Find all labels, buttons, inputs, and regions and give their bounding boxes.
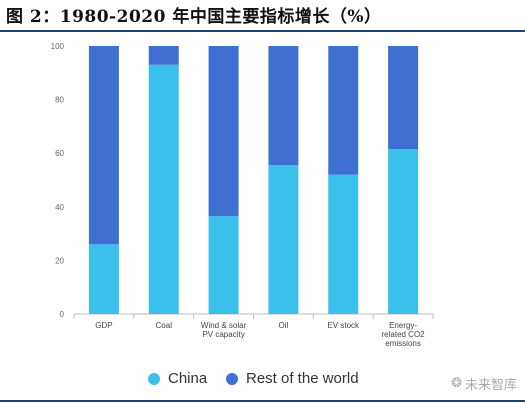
wechat-icon: ❂ bbox=[451, 376, 462, 391]
footer-divider bbox=[0, 400, 525, 402]
bar-rest-of-world bbox=[328, 46, 359, 175]
bar-china bbox=[328, 174, 359, 314]
bar-china bbox=[88, 244, 119, 314]
bar-rest-of-world bbox=[148, 46, 179, 65]
header: 图 2：1980-2020 年中国主要指标增长（%） bbox=[0, 0, 525, 30]
y-tick-label: 20 bbox=[55, 256, 64, 265]
title-divider bbox=[0, 30, 525, 32]
y-tick-label: 80 bbox=[55, 96, 64, 105]
x-tick-label: emissions bbox=[385, 339, 421, 348]
x-tick-label: GDP bbox=[95, 321, 112, 330]
bar-china bbox=[388, 149, 419, 314]
legend-label-rest-of-world: Rest of the world bbox=[246, 370, 359, 387]
bar-rest-of-world bbox=[268, 46, 299, 166]
legend-item-china: China bbox=[148, 370, 207, 387]
y-tick-label: 40 bbox=[55, 203, 64, 212]
x-tick-label: Energy- bbox=[389, 321, 417, 330]
y-tick-label: 100 bbox=[51, 42, 65, 51]
chart-title: 图 2：1980-2020 年中国主要指标增长（%） bbox=[6, 7, 382, 27]
x-tick-label: EV stock bbox=[327, 321, 360, 330]
bar-china bbox=[208, 216, 239, 314]
bar-china bbox=[268, 165, 299, 314]
legend-item-rest-of-world: Rest of the world bbox=[226, 370, 359, 387]
bar-rest-of-world bbox=[208, 46, 239, 217]
watermark: ❂ 未来智库 bbox=[451, 374, 517, 393]
bar-china bbox=[148, 64, 179, 314]
legend: China Rest of the world bbox=[0, 370, 525, 398]
x-tick-label: Oil bbox=[279, 321, 289, 330]
y-axis: 0 20 40 60 80 100 bbox=[51, 42, 434, 319]
bars bbox=[88, 46, 419, 314]
y-tick-label: 0 bbox=[60, 310, 65, 319]
legend-label-china: China bbox=[168, 370, 208, 387]
x-tick-label: related CO2 bbox=[382, 330, 426, 339]
x-tick-label: Coal bbox=[156, 321, 173, 330]
legend-swatch-china bbox=[148, 372, 160, 385]
x-tick-label: Wind & solar bbox=[201, 321, 247, 330]
bar-rest-of-world bbox=[88, 46, 119, 245]
x-tick-label: PV capacity bbox=[202, 330, 244, 339]
bar-rest-of-world bbox=[388, 46, 419, 150]
y-tick-label: 60 bbox=[55, 149, 64, 158]
watermark-text: 未来智库 bbox=[464, 378, 517, 393]
legend-swatch-rest-of-world bbox=[226, 372, 238, 385]
